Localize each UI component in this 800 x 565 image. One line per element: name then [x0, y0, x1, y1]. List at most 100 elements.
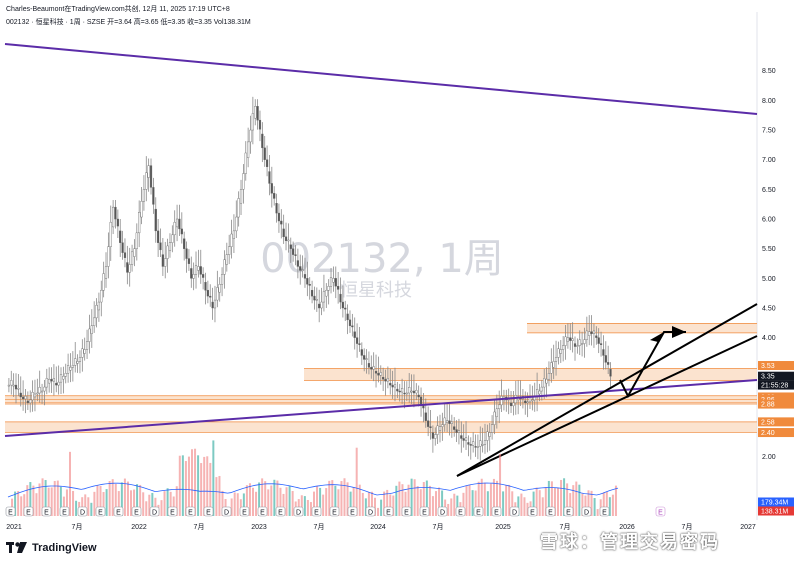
x-axis-tick: 2023	[251, 524, 267, 531]
volume-bar	[511, 491, 514, 516]
volume-bar	[325, 488, 328, 516]
volume-bar	[20, 496, 23, 516]
candle-body	[607, 362, 610, 365]
candle-body	[585, 330, 588, 340]
candle-body	[218, 284, 221, 293]
candle-body	[33, 393, 37, 398]
volume-bar	[364, 498, 367, 516]
candle-body	[40, 390, 44, 393]
y-axis-tick: 8.50	[762, 68, 776, 75]
candle-body	[341, 301, 344, 309]
price-label-text: 2.58	[761, 419, 775, 426]
y-axis-tick: 7.00	[762, 157, 776, 164]
candle-body	[576, 345, 579, 347]
candle-body	[93, 317, 96, 326]
event-marker	[581, 506, 592, 517]
volume-bar	[502, 491, 505, 516]
candle-body	[192, 274, 195, 279]
volume-label-text: 179.34M	[761, 500, 788, 507]
event-marker	[347, 506, 358, 517]
event-marker	[365, 506, 376, 517]
candle-body	[360, 349, 363, 356]
event-marker	[509, 506, 520, 517]
candle-body	[282, 228, 285, 238]
event-marker-label: E	[170, 510, 175, 517]
volume-bar	[133, 489, 136, 516]
candle-body	[339, 293, 342, 303]
volume-bar	[282, 493, 285, 516]
price-label-text: 21:55:28	[761, 383, 788, 390]
candle-body	[147, 165, 150, 178]
volume-bar	[596, 509, 599, 516]
volume-bar	[428, 485, 431, 516]
volume-bar	[608, 497, 611, 516]
volume-bar	[438, 487, 441, 516]
event-marker	[329, 506, 340, 517]
candle-body	[559, 349, 562, 354]
volume-bar	[602, 492, 605, 516]
candle-body	[270, 183, 273, 194]
volume-bar	[480, 478, 483, 516]
candle-body	[209, 295, 212, 298]
candle-body	[183, 238, 186, 249]
uptrend-line-1	[456, 303, 758, 477]
candle-body	[140, 201, 143, 218]
candle-body	[88, 328, 91, 342]
tradingview-logo[interactable]: TradingView	[6, 542, 97, 554]
candle-body	[211, 301, 214, 309]
volume-bar	[23, 494, 26, 516]
event-marker	[41, 506, 52, 517]
event-marker	[95, 506, 106, 517]
candle-body	[104, 266, 108, 279]
volume-bar	[303, 496, 306, 516]
y-axis-tick: 6.00	[762, 217, 776, 224]
candle-body	[197, 266, 200, 271]
candle-body	[363, 355, 366, 360]
candle-body	[474, 446, 477, 448]
candle-body	[315, 299, 318, 301]
volume-bar	[553, 487, 556, 516]
volume-bar	[221, 490, 224, 516]
candle-body	[597, 337, 600, 344]
candle-body	[384, 378, 387, 382]
volume-bar	[584, 495, 587, 516]
volume-bar	[187, 456, 190, 516]
volume-bar	[557, 487, 559, 516]
event-marker	[401, 506, 412, 517]
candle-body	[223, 259, 226, 275]
candle-body	[464, 437, 468, 441]
volume-bar	[492, 478, 495, 516]
candle-body	[455, 429, 458, 433]
event-marker-label: E	[44, 510, 49, 517]
volume-bar	[194, 448, 197, 516]
x-axis-tick: 2021	[6, 524, 22, 531]
candle-body	[130, 251, 134, 265]
volume-bar	[450, 498, 453, 516]
candle-body	[524, 400, 527, 404]
candle-body	[436, 425, 439, 435]
price-label-text: 3.53	[761, 363, 775, 370]
candle-body	[173, 221, 176, 236]
candle-body	[123, 252, 127, 258]
event-marker	[185, 506, 196, 517]
candle-body	[275, 202, 278, 214]
candle-body	[400, 388, 404, 393]
name-watermark: 恒星科技	[340, 280, 412, 301]
candle-body	[249, 129, 252, 143]
price-label-tag	[758, 417, 794, 427]
candle-body	[256, 106, 259, 121]
candle-body	[90, 325, 93, 334]
candle-body	[355, 337, 359, 344]
y-axis-tick: 2.00	[762, 454, 776, 461]
candle-body	[159, 242, 162, 251]
candle-body	[327, 286, 330, 291]
event-marker	[149, 506, 160, 517]
x-axis-tick: 7月	[194, 523, 205, 531]
candle-body	[102, 273, 105, 291]
volume-bar	[508, 484, 511, 516]
candle-body	[353, 331, 356, 338]
volume-bar	[169, 491, 172, 516]
candle-body	[365, 358, 368, 360]
candle-body	[263, 147, 266, 160]
